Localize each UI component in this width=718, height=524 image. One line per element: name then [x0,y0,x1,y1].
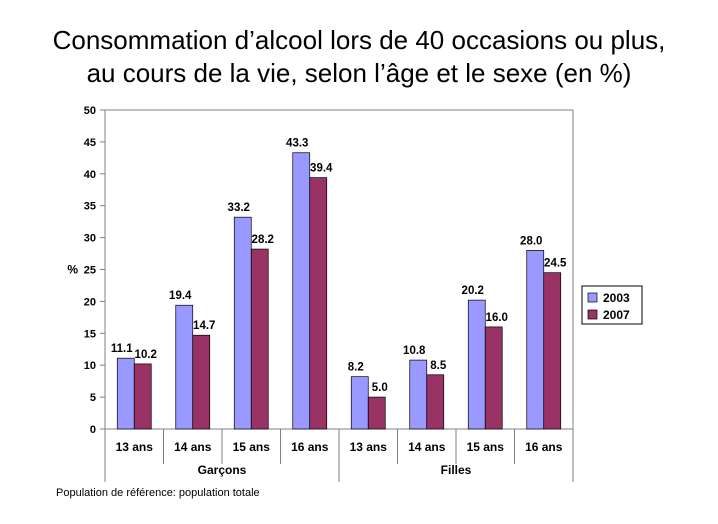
bar-2003 [409,359,428,430]
data-label-2003: 10.8 [403,345,426,357]
data-label-2007: 8.5 [430,360,447,372]
bar-2007 [367,396,386,430]
bar-2007 [426,374,445,430]
bar-2003 [175,304,194,430]
data-label-2007: 14.7 [193,320,215,332]
chart-title-line-1: Consommation d’alcool lors de 40 occasio… [52,25,666,55]
y-tick-label: 10 [84,360,96,372]
x-group-label: Filles [441,463,472,477]
data-label-2007: 39.4 [310,163,333,175]
legend-swatch-2003 [587,292,598,303]
y-tick-label: 45 [84,137,96,149]
bar-2003 [350,376,369,430]
x-category-label: 13 ans [350,440,388,454]
y-tick-label: 35 [84,201,96,213]
data-label-2003: 19.4 [169,290,192,302]
bar-2007 [543,272,562,430]
y-tick-label: 40 [84,169,96,181]
plot-frame [104,109,574,430]
data-label-2007: 10.2 [135,349,157,361]
y-tick-label: 20 [84,296,96,308]
x-group-label: Garçons [198,463,247,477]
legend-swatch-2007 [587,309,598,320]
x-category-label: 14 ans [174,440,212,454]
data-label-2007: 16.0 [486,312,508,324]
bar-2007 [250,248,269,430]
y-tick-label: 50 [84,105,96,117]
x-category-label: 13 ans [116,440,154,454]
legend-label-2003: 2003 [603,291,630,305]
legend-label-2007: 2007 [603,308,630,322]
chart-title: Consommation d’alcool lors de 40 occasio… [0,24,718,90]
y-axis-label: % [67,263,78,277]
x-category-label: 16 ans [291,440,329,454]
bar-2003 [116,357,135,430]
bar-2003 [526,250,545,430]
bar-2007 [309,177,328,430]
data-label-2003: 28.0 [520,235,542,247]
data-label-2007: 28.2 [252,234,274,246]
bar-2003 [467,299,486,430]
bar-2003 [292,152,311,430]
y-tick-label: 0 [90,424,96,436]
data-label-2007: 24.5 [544,258,567,270]
y-tick-label: 25 [84,265,96,277]
data-label-2003: 20.2 [462,285,484,297]
data-label-2003: 43.3 [286,138,308,150]
footnote: Population de référence: population tota… [56,487,260,499]
bar-2007 [133,363,152,430]
chart-title-line-2: au cours de la vie, selon l’âge et le se… [86,58,632,88]
x-category-label: 16 ans [525,440,563,454]
x-category-label: 15 ans [467,440,505,454]
data-label-2003: 8.2 [348,362,364,374]
bar-2007 [192,334,211,430]
data-label-2007: 5.0 [372,382,388,394]
bar-2007 [484,326,503,430]
data-label-2003: 11.1 [111,343,133,355]
data-label-2003: 33.2 [228,202,250,214]
y-tick-label: 15 [84,328,96,340]
x-category-label: 14 ans [408,440,446,454]
bar-2003 [233,216,252,430]
y-tick-label: 30 [84,233,96,245]
y-tick-label: 5 [90,392,96,404]
x-category-label: 15 ans [233,440,271,454]
